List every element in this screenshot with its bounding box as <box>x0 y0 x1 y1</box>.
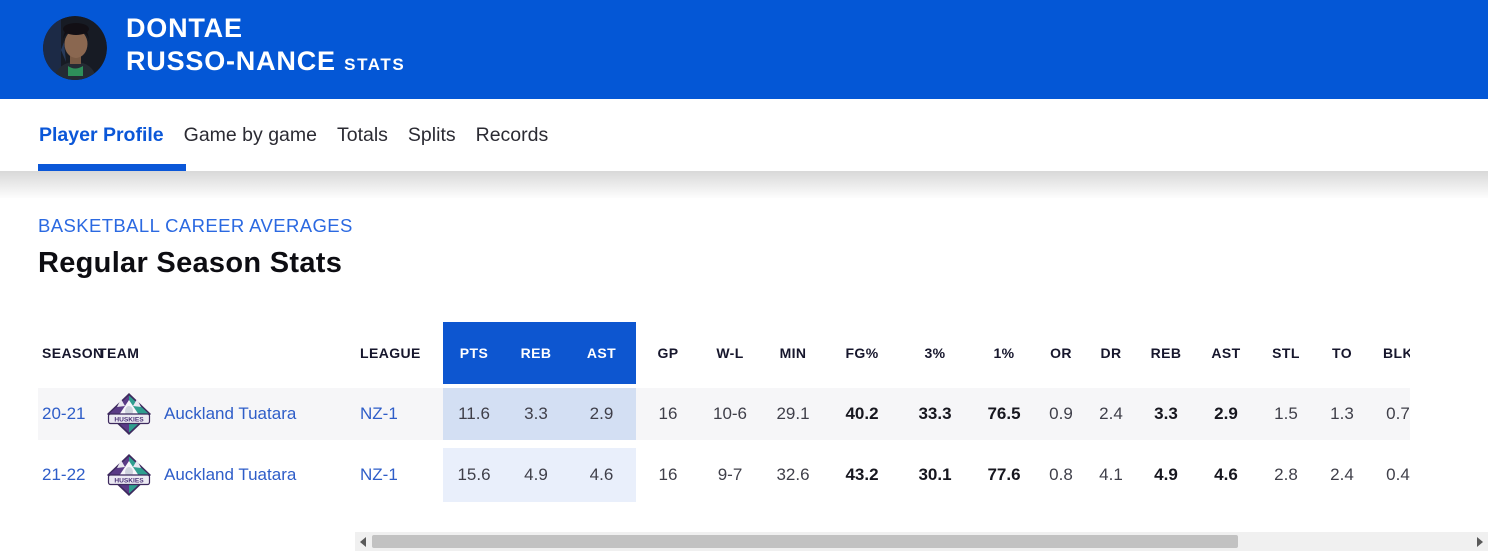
team-link[interactable]: Auckland Tuatara <box>164 404 297 423</box>
stat-reb-total: 4.9 <box>1154 465 1178 484</box>
title-suffix: STATS <box>344 55 406 74</box>
stat-pts: 11.6 <box>443 388 505 440</box>
scrollbar-thumb[interactable] <box>372 535 1238 548</box>
header-shadow <box>0 171 1488 198</box>
stat-reb: 4.9 <box>505 448 567 502</box>
col-reb-total: REB <box>1150 345 1182 361</box>
col-team: TEAM <box>98 345 140 361</box>
horizontal-scrollbar[interactable] <box>355 532 1488 551</box>
stat-ast: 2.9 <box>567 388 636 440</box>
table-row-2021: 20-21 HUSKIES Auckland Tuatara NZ-1 11.6… <box>38 388 1410 440</box>
stat-reb: 3.3 <box>505 388 567 440</box>
player-photo <box>43 16 107 80</box>
season-link[interactable]: 20-21 <box>42 404 86 423</box>
section-eyebrow: BASKETBALL CAREER AVERAGES <box>38 215 353 236</box>
career-averages-table: SEASON TEAM LEAGUE PTS REB AST GP W-L MI… <box>38 322 1410 503</box>
col-reb: REB <box>505 322 567 384</box>
table-header-row: SEASON TEAM LEAGUE PTS REB AST GP W-L MI… <box>38 322 1410 384</box>
tab-splits[interactable]: Splits <box>407 123 456 146</box>
tab-player-profile[interactable]: Player Profile <box>39 123 164 146</box>
col-pts: PTS <box>443 322 505 384</box>
scroll-left-button[interactable] <box>355 532 371 551</box>
col-ast-total: AST <box>1211 345 1241 361</box>
season-link[interactable]: 21-22 <box>42 465 86 484</box>
stat-blk: 0.4 <box>1386 465 1410 484</box>
stat-1-pct: 77.6 <box>987 465 1021 484</box>
stat-ast-total: 2.9 <box>1214 404 1238 423</box>
stat-1-pct: 76.5 <box>987 404 1021 423</box>
player-first-name: DONTAE <box>126 13 243 43</box>
tab-game-by-game[interactable]: Game by game <box>183 123 317 146</box>
col-blk: BLK <box>1383 345 1410 361</box>
col-to: TO <box>1332 345 1352 361</box>
team-link[interactable]: Auckland Tuatara <box>164 465 297 484</box>
stat-to: 1.3 <box>1330 404 1354 423</box>
huskies-logo-icon: HUSKIES <box>107 393 151 435</box>
stat-pts: 15.6 <box>443 448 505 502</box>
col-dr: DR <box>1100 345 1122 361</box>
stat-min: 29.1 <box>776 404 810 423</box>
stat-ast: 4.6 <box>567 448 636 502</box>
stat-to: 2.4 <box>1330 465 1354 484</box>
tab-totals[interactable]: Totals <box>336 123 388 146</box>
stat-3-pct: 33.3 <box>918 404 952 423</box>
col-or: OR <box>1050 345 1072 361</box>
stat-stl: 1.5 <box>1274 404 1298 423</box>
profile-tabs: Player Profile Game by game Totals Split… <box>0 99 1488 171</box>
col-stl: STL <box>1272 345 1300 361</box>
stat-stl: 2.8 <box>1274 465 1298 484</box>
stat-wl: 9-7 <box>717 465 743 484</box>
active-tab-indicator <box>38 164 186 171</box>
section-title: Regular Season Stats <box>38 247 343 279</box>
stat-3-pct: 30.1 <box>918 465 952 484</box>
col-gp: GP <box>657 345 679 361</box>
stat-dr: 4.1 <box>1099 465 1123 484</box>
player-header: DONTAE RUSSO-NANCE STATS <box>0 0 1488 99</box>
league-link[interactable]: NZ-1 <box>360 404 398 423</box>
col-wl: W-L <box>716 345 744 361</box>
col-fg-pct: FG% <box>845 345 879 361</box>
player-last-name: RUSSO-NANCE <box>126 46 336 76</box>
stat-fg-pct: 40.2 <box>845 404 879 423</box>
huskies-logo-icon: HUSKIES <box>107 454 151 496</box>
table-row-2122: 21-22 HUSKIES Auckland Tuatara NZ-1 15.6… <box>38 448 1410 502</box>
stat-reb-total: 3.3 <box>1154 404 1178 423</box>
scroll-right-icon <box>1477 536 1483 547</box>
col-season: SEASON <box>42 345 104 361</box>
stat-blk: 0.7 <box>1386 404 1410 423</box>
scroll-left-icon <box>360 536 366 547</box>
stat-gp: 16 <box>658 404 678 423</box>
stat-wl: 10-6 <box>712 404 748 423</box>
col-3-pct: 3% <box>924 345 946 361</box>
col-min: MIN <box>779 345 807 361</box>
svg-text:HUSKIES: HUSKIES <box>114 477 144 484</box>
player-avatar <box>43 16 107 80</box>
stat-fg-pct: 43.2 <box>845 465 879 484</box>
stat-or: 0.8 <box>1049 465 1073 484</box>
stat-or: 0.9 <box>1049 404 1073 423</box>
tab-records[interactable]: Records <box>475 123 549 146</box>
col-league: LEAGUE <box>360 345 421 361</box>
scroll-right-button[interactable] <box>1472 532 1488 551</box>
col-ast: AST <box>567 322 636 384</box>
stat-ast-total: 4.6 <box>1214 465 1238 484</box>
league-link[interactable]: NZ-1 <box>360 465 398 484</box>
stat-gp: 16 <box>658 465 678 484</box>
col-1-pct: 1% <box>993 345 1015 361</box>
page-title: DONTAE RUSSO-NANCE STATS <box>126 12 405 81</box>
stat-dr: 2.4 <box>1099 404 1123 423</box>
svg-text:HUSKIES: HUSKIES <box>114 416 144 423</box>
stat-min: 32.6 <box>776 465 810 484</box>
